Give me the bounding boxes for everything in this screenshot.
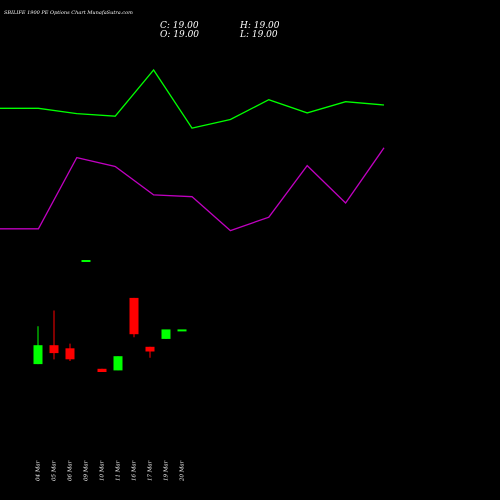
x-tick-label: 06 Mar [68,460,74,481]
green-indicator-line [0,68,385,129]
close-value: C: 19.00 [160,21,199,31]
candle-body [177,329,187,332]
candle-body [49,345,59,354]
open-value: O: 19.00 [160,30,199,40]
x-tick-label: 11 Mar [116,460,122,481]
x-tick-label: 20 Mar [180,460,186,482]
x-tick-label: 10 Mar [100,460,106,481]
indicator-lines [0,68,385,232]
purple-indicator-line [0,147,385,232]
x-tick-label: 09 Mar [84,460,90,481]
x-axis-labels: 04 Mar 05 Mar 06 Mar 09 Mar 10 Mar 11 Mar 16 M… [36,460,186,482]
candle-body [129,297,139,335]
candle-body [161,329,171,339]
candle-body [113,356,123,371]
x-tick-label: 05 Mar [52,460,58,481]
chart-title: SBILIFE 1900 PE Options Chart MunafaSutr… [4,10,133,16]
candle-body [81,260,91,262]
candle-body [97,368,107,372]
high-value: H: 19.00 [239,21,280,31]
low-value: L: 19.00 [239,30,278,40]
x-tick-label: 19 Mar [164,460,170,481]
x-tick-label: 17 Mar [148,460,154,481]
candlesticks [33,260,187,372]
candle-body [145,346,155,352]
candle-body [65,348,75,360]
candle-body [33,345,43,365]
x-tick-label: 16 Mar [132,460,138,481]
x-tick-label: 04 Mar [36,460,42,481]
